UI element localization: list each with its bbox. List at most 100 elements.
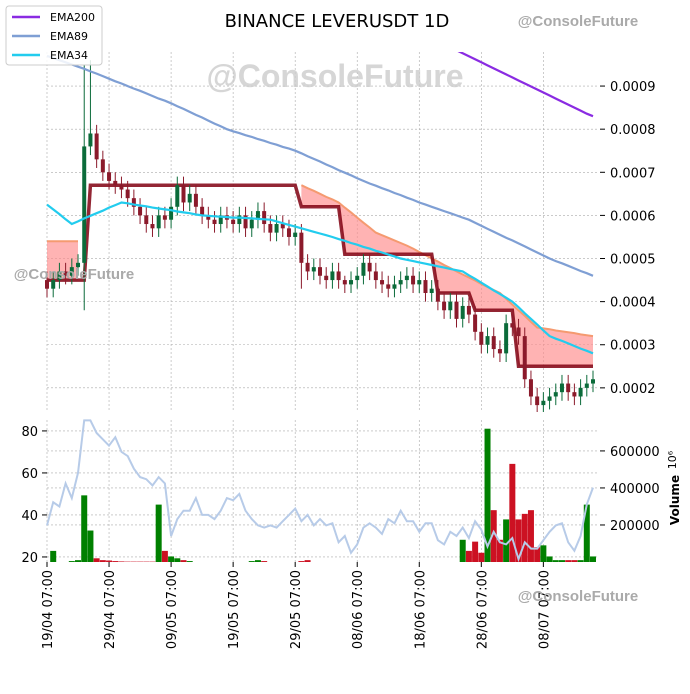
volume-bar	[571, 560, 577, 562]
volume-bar	[181, 560, 187, 562]
candle-body	[417, 280, 421, 284]
volume-bar	[168, 556, 174, 562]
y-tick-label: 0.0002	[610, 382, 656, 397]
volume-bar	[50, 551, 56, 562]
ema-line	[450, 47, 593, 116]
candle-body	[343, 280, 347, 284]
x-tick-label: 19/05 07:00	[227, 570, 242, 649]
candle-body	[88, 133, 92, 146]
candle-body	[330, 271, 334, 280]
candle-body	[405, 276, 409, 280]
candle-body	[529, 379, 533, 396]
candle-body	[436, 289, 440, 302]
x-tick-label: 29/05 07:00	[289, 570, 304, 649]
candle-body	[535, 396, 539, 405]
candle-body	[324, 276, 328, 280]
candle-body	[144, 215, 148, 224]
x-tick-label: 18/06 07:00	[413, 570, 428, 649]
candle-body	[579, 388, 583, 397]
candle-body	[306, 263, 310, 272]
legend-label: EMA200	[50, 11, 95, 24]
candle-body	[169, 207, 173, 220]
volume-bar	[553, 560, 559, 562]
candle-body	[548, 396, 552, 400]
watermark: @ConsoleFuture	[518, 13, 638, 30]
candle-body	[293, 233, 297, 237]
candle-body	[504, 323, 508, 353]
volume-bar	[540, 545, 546, 562]
x-tick-label: 29/04 07:00	[103, 570, 118, 649]
candle-body	[262, 211, 266, 224]
volume-bar	[75, 560, 81, 562]
candle-body	[349, 280, 353, 284]
candle-body	[448, 302, 452, 311]
chart-title: BINANCE LEVERUSDT 1D	[225, 11, 450, 32]
candle-body	[411, 276, 415, 285]
y-tick-label: 0.0007	[610, 166, 656, 181]
candle-body	[560, 384, 564, 393]
candle-body	[355, 276, 359, 280]
candle-body	[188, 194, 192, 203]
x-tick-label: 08/06 07:00	[351, 570, 366, 649]
volume-bar	[187, 561, 193, 562]
candle-body	[554, 392, 558, 396]
candle-body	[572, 392, 576, 396]
candle-body	[517, 327, 521, 336]
candle-body	[113, 181, 117, 185]
y2-axis-label: Volume	[668, 475, 682, 525]
candle-body	[591, 379, 595, 383]
candle-body	[442, 302, 446, 311]
candle-body	[150, 224, 154, 228]
candle-body	[374, 271, 378, 280]
candle-body	[213, 220, 217, 224]
candle-body	[95, 133, 99, 159]
candle-body	[287, 228, 291, 237]
watermark: @ConsoleFuture	[518, 588, 638, 605]
candle-body	[492, 336, 496, 349]
candle-body	[126, 190, 130, 199]
volume-bar	[466, 551, 472, 562]
volume-bar	[156, 505, 162, 562]
volume-bar	[81, 495, 87, 562]
volume-bar	[305, 560, 311, 562]
volume-bar	[590, 556, 596, 562]
candle-body	[523, 336, 527, 379]
candle-body	[455, 302, 459, 319]
y-tick-label: 60	[21, 467, 38, 482]
volume-bar	[472, 542, 478, 562]
x-tick-label: 08/07 07:00	[537, 570, 552, 649]
volume-bar	[94, 558, 100, 562]
y-tick-label: 0.0005	[610, 253, 656, 268]
candle-body	[486, 336, 490, 345]
volume-bar	[69, 561, 75, 562]
x-tick-label: 28/06 07:00	[475, 570, 490, 649]
volume-bar	[174, 558, 180, 562]
candle-body	[119, 185, 123, 189]
candle-body	[318, 267, 322, 276]
volume-bar	[547, 556, 553, 562]
volume-bar	[503, 519, 509, 562]
y2-offset-label: 10⁶	[666, 450, 679, 469]
volume-bar	[478, 553, 484, 562]
candle-body	[510, 323, 514, 327]
candle-body	[399, 280, 403, 284]
y2-tick-label: 400000	[610, 482, 660, 497]
candle-body	[380, 280, 384, 284]
candle-body	[138, 207, 142, 216]
x-tick-label: 19/04 07:00	[41, 570, 56, 649]
candle-body	[498, 349, 502, 353]
candle-body	[392, 284, 396, 288]
volume-bar	[298, 561, 304, 562]
x-tick-label: 09/05 07:00	[165, 570, 180, 649]
candle-body	[585, 384, 589, 388]
candle-body	[107, 172, 111, 181]
candle-body	[194, 194, 198, 207]
candle-body	[275, 224, 279, 233]
y-tick-label: 20	[21, 551, 38, 566]
candle-body	[157, 215, 161, 228]
candle-body	[82, 146, 86, 262]
volume-bar	[106, 561, 112, 562]
candle-body	[250, 220, 254, 229]
volume-bar	[255, 560, 261, 562]
